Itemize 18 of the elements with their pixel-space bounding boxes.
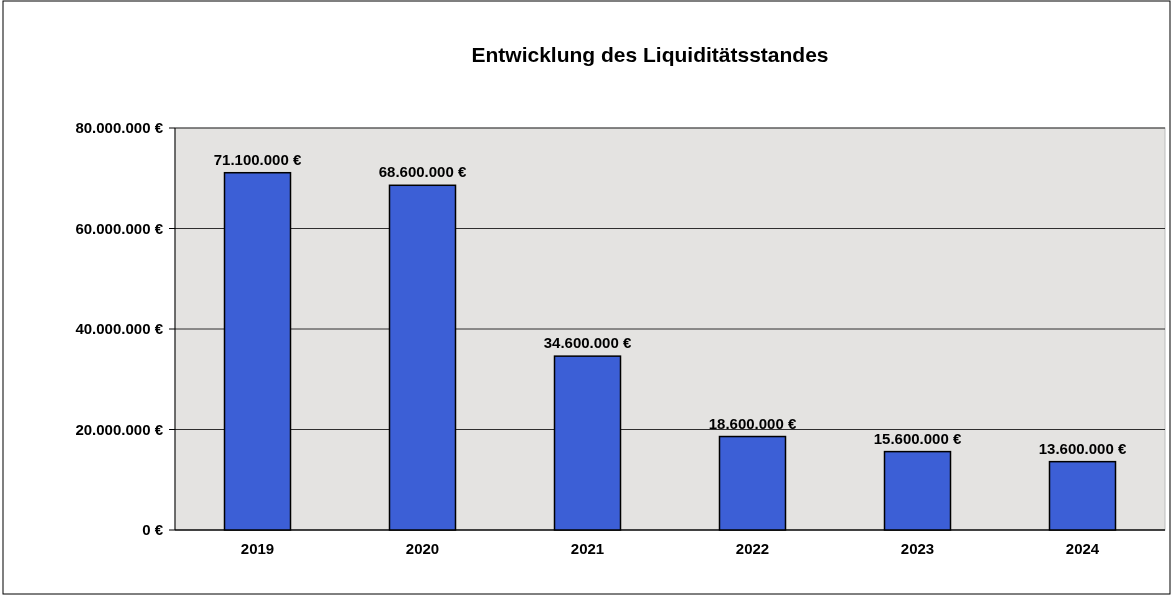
y-tick-label: 40.000.000 €: [75, 320, 164, 338]
y-tick-label: 80.000.000 €: [75, 119, 164, 137]
x-tick-label: 2019: [240, 540, 275, 557]
data-label: 15.600.000 €: [873, 429, 962, 447]
data-label: 13.600.000 €: [1038, 439, 1127, 457]
x-tick-label: 2022: [735, 540, 770, 557]
data-label: 34.600.000 €: [543, 334, 632, 352]
x-tick-label: 2020: [405, 540, 440, 557]
x-tick-label: 2024: [1065, 540, 1100, 557]
y-tick-label: 60.000.000 €: [75, 219, 164, 237]
data-label: 18.600.000 €: [708, 414, 797, 432]
x-tick-label: 2021: [570, 540, 605, 557]
data-label: 68.600.000 €: [378, 163, 467, 181]
y-tick-label: 0 €: [142, 521, 164, 539]
y-tick-label: 20.000.000 €: [75, 420, 164, 438]
data-label: 71.100.000 €: [213, 150, 302, 168]
x-tick-label: 2023: [900, 540, 935, 557]
chart-title: Entwicklung des Liquiditätsstandes: [471, 43, 829, 66]
